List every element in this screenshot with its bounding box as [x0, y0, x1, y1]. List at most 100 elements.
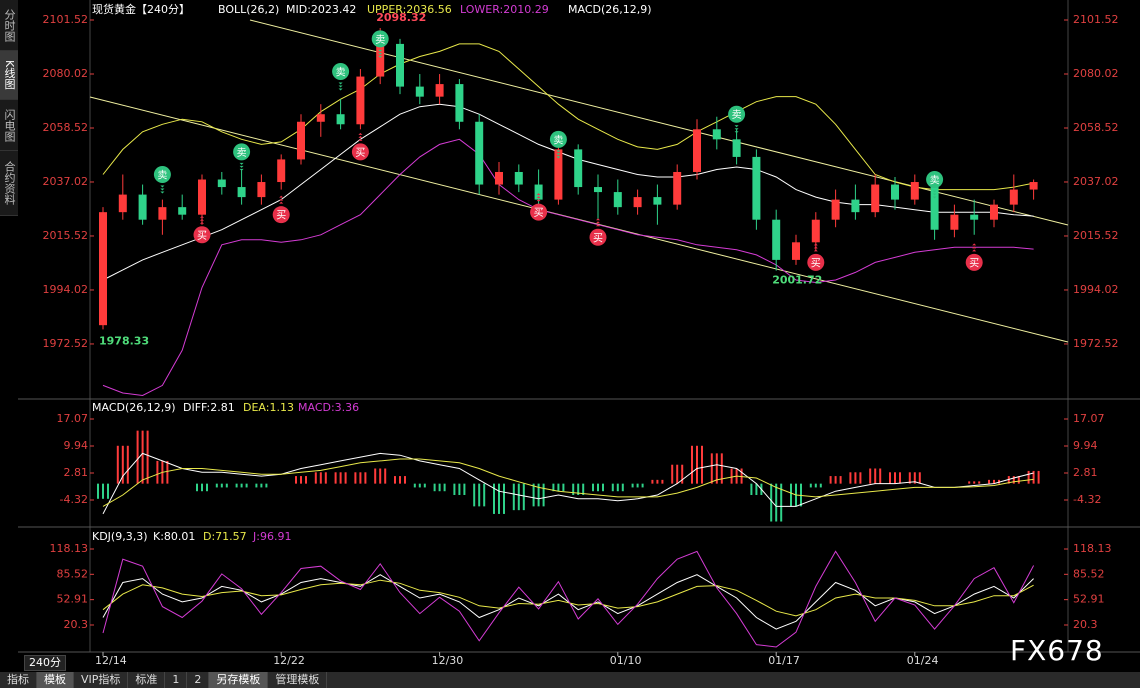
y-tick-label: -4.32 [60, 493, 88, 506]
signal-marker [530, 203, 548, 221]
bottom-toolbar: 指标 模板 VIP指标 标准 1 2 另存模板 管理模板 [0, 672, 1140, 688]
x-tick-label: 01/17 [768, 654, 800, 667]
signal-arrow [596, 218, 600, 221]
sidebar-tab[interactable]: 闪电图 [0, 100, 18, 151]
y-tick-label: 20.3 [64, 618, 89, 631]
candle-body [316, 114, 325, 122]
study-name: MACD(26,12,9) [568, 3, 652, 16]
signal-label: 卖 [553, 134, 563, 146]
toolbar-button[interactable]: 模板 [37, 672, 74, 688]
panel-title: KDJ(9,3,3) [92, 530, 148, 543]
signal-arrow [200, 221, 204, 224]
signal-arrow [734, 128, 739, 131]
signal-arrow [813, 243, 818, 246]
candle-body [990, 204, 998, 220]
signal-arrow [279, 201, 284, 204]
signal-arrow [734, 125, 739, 128]
signal-arrow [200, 218, 204, 221]
signal-arrow [239, 165, 244, 168]
signal-arrow [378, 52, 383, 55]
toolbar-button[interactable]: 管理模板 [268, 672, 328, 688]
signal-arrow [160, 188, 165, 191]
candle-body [138, 194, 147, 220]
signal-label: 买 [593, 232, 603, 244]
sidebar-tab[interactable]: K线图 [0, 51, 18, 100]
legend-entry: LOWER:2010.29 [460, 3, 549, 16]
candle-body [673, 171, 682, 205]
x-tick-label: 12/30 [432, 654, 464, 667]
period-selector[interactable]: 240分 [24, 655, 66, 671]
signal-arrow [378, 49, 383, 52]
candle-body [475, 121, 484, 185]
signal-arrow [596, 224, 600, 227]
signal-arrow [932, 193, 937, 196]
candle-body [772, 219, 781, 260]
toolbar-button[interactable]: 1 [165, 672, 188, 688]
signal-marker [589, 228, 607, 246]
y-tick-label: 2080.02 [43, 67, 89, 80]
y-tick-label: 2058.52 [1073, 121, 1119, 134]
signal-marker [351, 143, 369, 161]
toolbar-button[interactable]: VIP指标 [74, 672, 129, 688]
candle-body [336, 114, 345, 125]
y-tick-label: 1994.02 [1073, 283, 1119, 296]
sidebar-tab[interactable]: 分时图 [0, 0, 18, 51]
signal-arrow [338, 88, 343, 91]
legend-entry: MACD:3.36 [298, 401, 359, 414]
candle-body [396, 43, 404, 87]
candle-body [633, 197, 642, 208]
y-tick-label: 52.91 [57, 593, 89, 606]
y-tick-label: 2101.52 [43, 13, 89, 26]
signal-label: 买 [197, 230, 207, 242]
candle-body [277, 159, 286, 183]
signal-marker [233, 143, 251, 161]
candle-body [257, 182, 266, 198]
signal-label: 买 [811, 257, 821, 269]
candle-body [435, 84, 444, 97]
y-tick-label: 85.52 [57, 567, 89, 580]
signal-arrow [536, 199, 541, 202]
indicator-line [102, 579, 1034, 617]
y-tick-label: 2058.52 [43, 121, 89, 134]
signal-arrow [972, 246, 977, 249]
signal-arrow [358, 132, 363, 135]
signal-label: 卖 [157, 169, 167, 181]
y-tick-label: 9.94 [1073, 439, 1098, 452]
candle-body [495, 171, 503, 185]
signal-arrow [378, 55, 383, 58]
candle-body [891, 184, 899, 200]
candle-body [594, 187, 602, 193]
candle-body [158, 207, 167, 220]
y-tick-label: 2037.02 [43, 175, 89, 188]
candle-body [752, 156, 761, 220]
sidebar-tab[interactable]: 合约资料 [0, 151, 18, 216]
background [0, 0, 1140, 672]
indicator-name: BOLL(26,2) [218, 3, 279, 16]
candle-body [613, 192, 622, 208]
signal-marker [193, 226, 211, 244]
signal-arrow [813, 246, 818, 249]
y-tick-label: 1972.52 [1073, 337, 1119, 350]
signal-arrow [972, 249, 977, 252]
candle-body [297, 121, 305, 160]
y-tick-label: 2.81 [64, 466, 89, 479]
signal-arrow [279, 195, 284, 198]
candle-body [1029, 182, 1038, 190]
signal-arrow [932, 190, 937, 193]
toolbar-button[interactable]: 标准 [128, 672, 166, 688]
toolbar-button[interactable]: 指标 [0, 672, 37, 688]
indicator-line [102, 458, 1034, 507]
signal-arrow [536, 193, 541, 196]
signal-arrow [556, 153, 561, 156]
signal-arrow [556, 150, 561, 153]
y-tick-label: 2.81 [1073, 466, 1098, 479]
candle-body [970, 214, 979, 220]
candle-body [792, 242, 800, 260]
candle-body [237, 187, 246, 198]
toolbar-button[interactable]: 另存模板 [209, 672, 269, 688]
legend-entry: DIFF:2.81 [183, 401, 235, 414]
y-tick-label: 17.07 [57, 412, 89, 425]
panel-title: MACD(26,12,9) [92, 401, 176, 414]
toolbar-button[interactable]: 2 [187, 672, 210, 688]
price-annotation: 1978.33 [99, 334, 149, 347]
